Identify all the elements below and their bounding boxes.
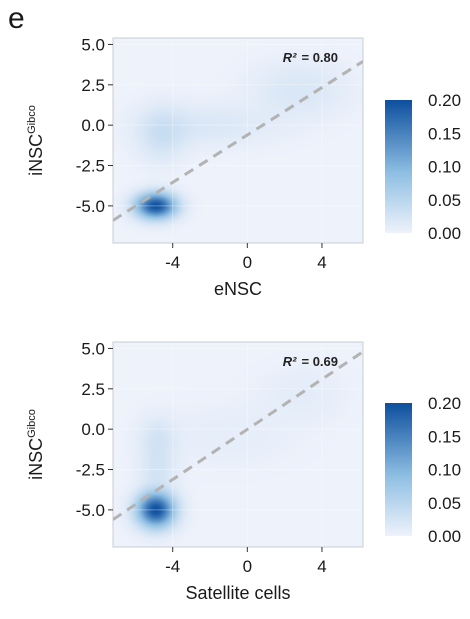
chart-panel-2: R² = 0.69 5.0 2.5 0.0 -2.5 -5.0 -4 0 4 Satellite c… xyxy=(26,339,461,603)
panel-letter: e xyxy=(8,2,25,35)
chart-panel-1: R² = 0.80 5.0 2.5 0.0 -2.5 -5.0 -4 0 4 eNSC iNSCGib… xyxy=(26,35,461,299)
colorbar-tick-label: 0.05 xyxy=(428,191,461,210)
y-tick-label: 5.0 xyxy=(81,339,105,358)
colorbar-tick-label: 0.10 xyxy=(428,461,461,480)
x-tick-label: 0 xyxy=(243,253,252,272)
colorbar-tick-label: 0.10 xyxy=(428,158,461,177)
x-tick-label: 4 xyxy=(317,557,326,576)
density-heatmap xyxy=(113,342,363,547)
plot-frame xyxy=(112,341,364,548)
y-axis-label-superscript: Gibco xyxy=(26,409,38,438)
r-squared-value: = 0.80 xyxy=(301,50,338,65)
y-tick-label: 2.5 xyxy=(81,76,105,95)
r-squared-value: = 0.69 xyxy=(301,354,338,369)
y-tick-label: -2.5 xyxy=(76,157,105,176)
y-axis-label-main: iNSC xyxy=(26,438,46,480)
x-tick-label: 0 xyxy=(243,557,252,576)
y-tick-label: 2.5 xyxy=(81,380,105,399)
regression-line xyxy=(113,60,363,222)
x-tick-label: -4 xyxy=(165,557,180,576)
colorbar xyxy=(385,100,412,233)
colorbar-tick-label: 0.20 xyxy=(428,394,461,413)
y-axis-label-main: iNSC xyxy=(26,134,46,176)
x-tick-label: 4 xyxy=(317,253,326,272)
y-tick-label: 0.0 xyxy=(81,116,105,135)
y-tick-label: -2.5 xyxy=(76,461,105,480)
y-tick-label: 5.0 xyxy=(81,35,105,54)
r-squared-annotation: R² = 0.80 xyxy=(283,50,338,65)
density-heatmap xyxy=(113,38,363,243)
y-tick-label: -5.0 xyxy=(76,501,105,520)
x-axis-label: eNSC xyxy=(214,279,262,299)
colorbar-tick-label: 0.20 xyxy=(428,91,461,110)
x-tick-label: -4 xyxy=(165,253,180,272)
colorbar-tick-label: 0.05 xyxy=(428,494,461,513)
y-axis-label: iNSCGibco xyxy=(26,409,46,480)
colorbar-tick-label: 0.15 xyxy=(428,124,461,143)
x-axis-label: Satellite cells xyxy=(185,583,290,603)
colorbar-tick-label: 0.00 xyxy=(428,527,461,546)
r-squared-label: R² xyxy=(283,50,297,65)
r-squared-annotation: R² = 0.69 xyxy=(283,354,338,369)
y-axis-label: iNSCGibco xyxy=(26,105,46,176)
y-axis-label-superscript: Gibco xyxy=(26,105,38,134)
r-squared-label: R² xyxy=(283,354,297,369)
colorbar-tick-label: 0.00 xyxy=(428,224,461,243)
colorbar xyxy=(385,403,412,536)
plot-frame xyxy=(112,37,364,244)
colorbar-tick-label: 0.15 xyxy=(428,427,461,446)
y-tick-label: -5.0 xyxy=(76,197,105,216)
y-tick-label: 0.0 xyxy=(81,420,105,439)
